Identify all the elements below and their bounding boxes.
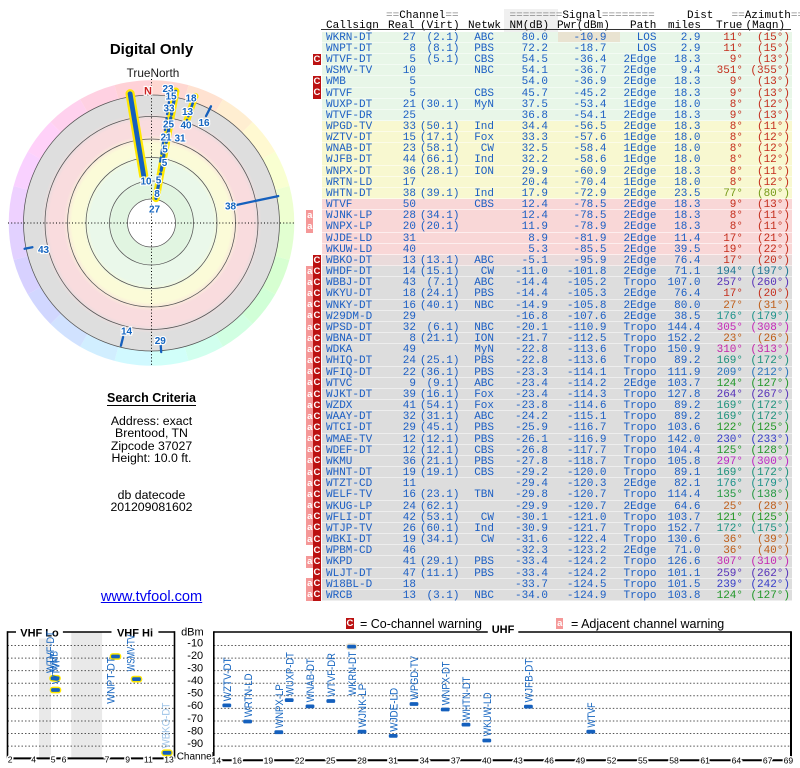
- svg-text:-70: -70: [187, 713, 203, 725]
- svg-text:14: 14: [121, 327, 133, 338]
- svg-text:WHTN-DT: WHTN-DT: [461, 677, 473, 721]
- svg-text:4: 4: [31, 754, 36, 764]
- svg-text:-30: -30: [187, 662, 203, 674]
- svg-text:55: 55: [638, 756, 648, 766]
- svg-text:WPGD-TV: WPGD-TV: [409, 656, 421, 700]
- svg-text:27: 27: [149, 205, 161, 216]
- svg-text:WTVF-DR: WTVF-DR: [326, 653, 338, 697]
- svg-text:N: N: [144, 86, 152, 98]
- svg-text:VHF Lo: VHF Lo: [20, 627, 59, 639]
- svg-text:WZTV-DT: WZTV-DT: [222, 657, 234, 701]
- svg-text:WSMV-TV: WSMV-TV: [126, 634, 138, 671]
- svg-text:WJFB-DT: WJFB-DT: [524, 659, 536, 703]
- svg-text:67: 67: [763, 756, 773, 766]
- svg-text:WNPX-LP: WNPX-LP: [274, 684, 286, 728]
- svg-text:-40: -40: [187, 675, 203, 687]
- svg-text:-50: -50: [187, 688, 203, 700]
- svg-text:WUXP-DT: WUXP-DT: [284, 652, 296, 696]
- svg-text:WMB: WMB: [49, 651, 61, 671]
- svg-text:19: 19: [264, 756, 274, 766]
- svg-text:28: 28: [357, 756, 367, 766]
- svg-text:WTVF: WTVF: [586, 702, 598, 727]
- svg-text:5: 5: [162, 145, 168, 156]
- svg-text:23: 23: [162, 84, 174, 95]
- svg-text:40: 40: [482, 756, 492, 766]
- svg-text:WNAB-DT: WNAB-DT: [305, 658, 317, 702]
- svg-text:9: 9: [125, 754, 130, 764]
- svg-text:14: 14: [212, 756, 222, 766]
- svg-text:25: 25: [163, 120, 175, 131]
- svg-text:8: 8: [154, 189, 160, 200]
- svg-text:5: 5: [156, 176, 162, 187]
- svg-text:WJNK-LP: WJNK-LP: [357, 684, 369, 728]
- svg-text:10: 10: [140, 177, 152, 188]
- svg-text:WRTN-LD: WRTN-LD: [243, 674, 255, 718]
- svg-text:64: 64: [732, 756, 742, 766]
- svg-text:43: 43: [38, 245, 50, 256]
- svg-text:WJDE-LD: WJDE-LD: [388, 688, 400, 732]
- svg-text:WBKO-DT: WBKO-DT: [161, 703, 173, 749]
- svg-text:38: 38: [225, 202, 237, 213]
- svg-text:7: 7: [105, 754, 110, 764]
- svg-text:5: 5: [162, 158, 168, 169]
- svg-text:43: 43: [513, 756, 523, 766]
- svg-text:40: 40: [180, 121, 192, 132]
- svg-text:31: 31: [174, 134, 186, 145]
- svg-text:WNPT-DT: WNPT-DT: [106, 657, 118, 704]
- svg-text:46: 46: [544, 756, 554, 766]
- svg-text:WTVF-DT: WTVF-DT: [45, 631, 57, 673]
- svg-text:16: 16: [198, 118, 210, 129]
- svg-text:13: 13: [182, 107, 194, 118]
- svg-text:29: 29: [155, 336, 167, 347]
- svg-text:dBm: dBm: [181, 626, 204, 638]
- svg-text:16: 16: [232, 756, 242, 766]
- svg-text:6: 6: [62, 754, 67, 764]
- svg-text:18: 18: [185, 94, 197, 105]
- svg-text:15: 15: [165, 92, 177, 103]
- svg-text:-80: -80: [187, 725, 203, 737]
- svg-text:22: 22: [295, 756, 305, 766]
- svg-text:37: 37: [451, 756, 461, 766]
- svg-text:34: 34: [420, 756, 430, 766]
- svg-text:61: 61: [700, 756, 710, 766]
- svg-text:21: 21: [160, 133, 172, 144]
- svg-text:UHF: UHF: [492, 624, 515, 636]
- svg-text:WNPX-DT: WNPX-DT: [440, 661, 452, 705]
- svg-text:5: 5: [51, 754, 56, 764]
- svg-text:-20: -20: [187, 650, 203, 662]
- svg-text:-90: -90: [187, 738, 203, 750]
- svg-text:WKRN-DT: WKRN-DT: [347, 652, 359, 696]
- svg-text:-60: -60: [187, 700, 203, 712]
- svg-text:2: 2: [8, 754, 13, 764]
- svg-text:WKUW-LD: WKUW-LD: [482, 693, 494, 737]
- svg-text:58: 58: [669, 756, 679, 766]
- svg-text:WTVF: WTVF: [51, 657, 63, 684]
- svg-text:25: 25: [326, 756, 336, 766]
- svg-text:69: 69: [784, 756, 794, 766]
- svg-text:11: 11: [144, 754, 153, 764]
- svg-text:31: 31: [388, 756, 398, 766]
- svg-text:52: 52: [607, 756, 617, 766]
- svg-text:49: 49: [576, 756, 586, 766]
- svg-text:VHF Hi: VHF Hi: [117, 627, 153, 639]
- svg-text:-10: -10: [187, 637, 203, 649]
- svg-text:Channel: Channel: [177, 752, 214, 763]
- svg-text:33: 33: [163, 104, 175, 115]
